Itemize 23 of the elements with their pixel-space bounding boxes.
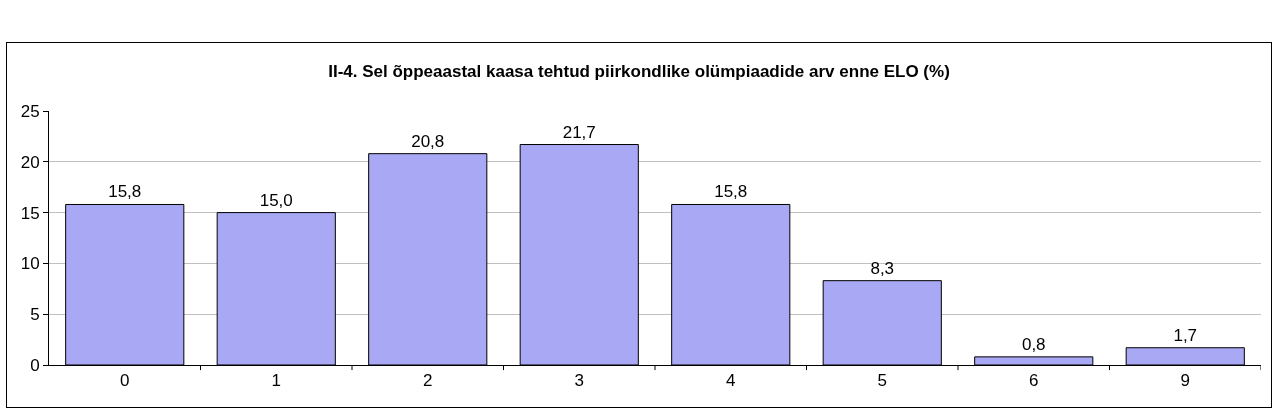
data-label: 8,3: [870, 258, 895, 278]
data-label: 15,0: [259, 190, 293, 210]
data-label: 1,7: [1173, 325, 1198, 345]
data-label: 15,8: [108, 182, 142, 202]
x-tick-label: 4: [726, 371, 736, 391]
y-tick-label: 25: [20, 101, 40, 121]
x-tick-label: 2: [423, 371, 433, 391]
y-tick-label: 5: [30, 305, 40, 325]
data-label: 20,8: [411, 131, 445, 151]
y-tick-label: 10: [20, 254, 40, 274]
data-label: 21,7: [562, 122, 596, 142]
x-tick-label: 6: [1029, 371, 1039, 391]
x-tick-label: 5: [877, 371, 887, 391]
x-tick-label: 9: [1180, 371, 1190, 391]
data-label: 15,8: [714, 182, 748, 202]
y-tick-label: 15: [20, 203, 40, 223]
y-tick-label: 0: [30, 355, 40, 375]
x-tick-label: 3: [574, 371, 584, 391]
data-label: 0,8: [1021, 334, 1046, 354]
x-tick-label: 1: [271, 371, 281, 391]
chart-title: II-4. Sel õppeaastal kaasa tehtud piirkondlike olümpiaadide arv enne ELO (%): [328, 61, 950, 81]
x-tick-label: 0: [120, 371, 130, 391]
y-tick-label: 20: [20, 152, 40, 172]
